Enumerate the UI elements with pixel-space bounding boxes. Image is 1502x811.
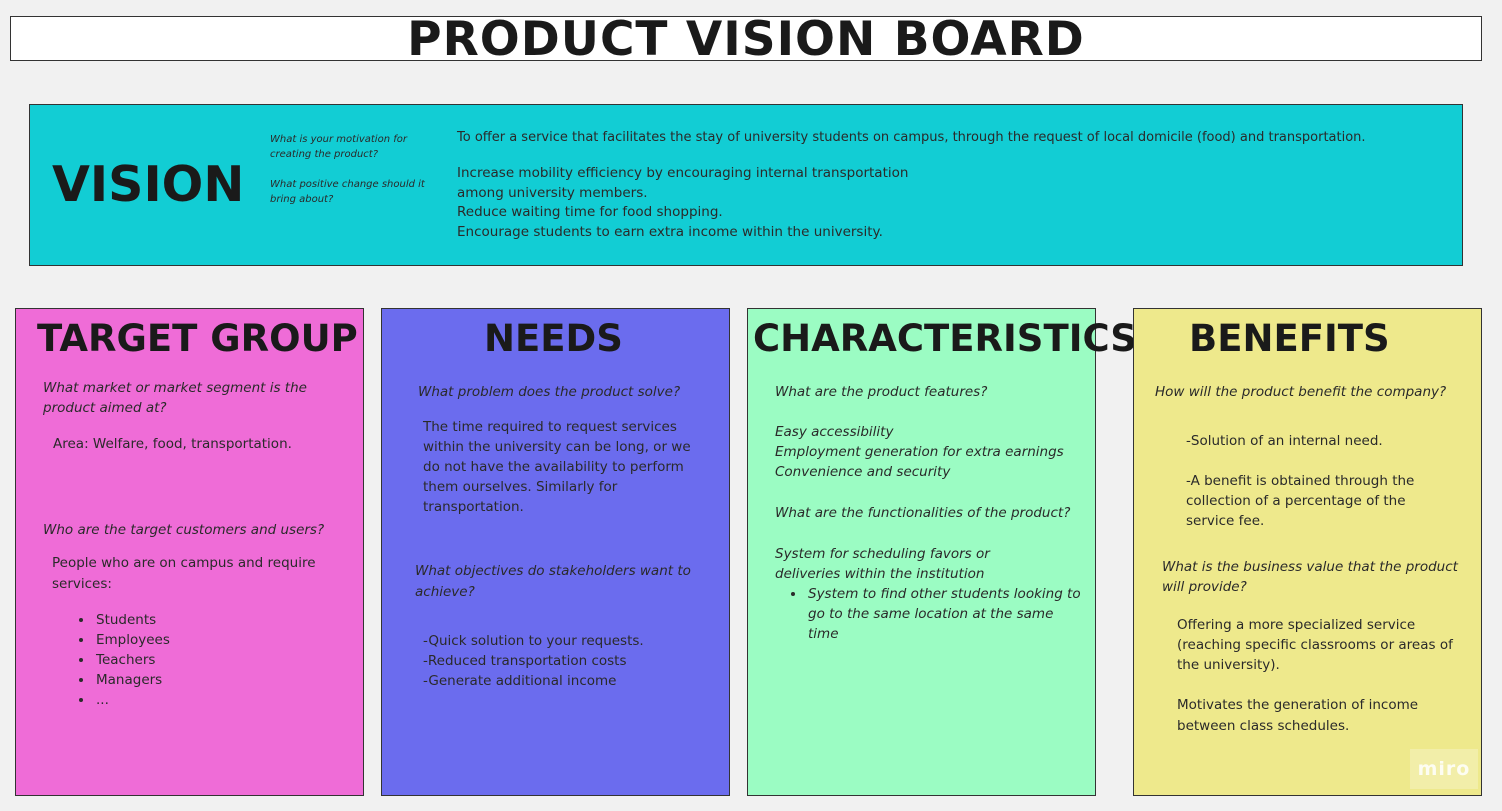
vision-goal: Increase mobility efficiency by encourag…	[457, 165, 909, 181]
list-item: Easy accessibility	[775, 424, 894, 440]
benefits-sticky[interactable]: BENEFITS How will the product benefit th…	[1133, 308, 1482, 796]
target-group-question-market: What market or market segment is the pro…	[43, 380, 307, 416]
benefits-value-specialized: Offering a more specialized service (rea…	[1177, 617, 1453, 673]
needs-answer-problem: The time required to request services wi…	[423, 419, 691, 515]
list-item: Employees	[94, 630, 170, 650]
miro-logo: miro	[1410, 749, 1478, 789]
vision-heading: VISION	[52, 156, 245, 213]
list-item: Students	[94, 610, 170, 630]
needs-heading: NEEDS	[484, 317, 623, 360]
list-item: Managers	[94, 670, 170, 690]
list-item: System to find other students looking to…	[806, 584, 1086, 644]
target-group-answer-market: Area: Welfare, food, transportation.	[53, 436, 292, 452]
characteristics-heading: CHARACTERISTICS	[753, 317, 1137, 360]
characteristics-sticky[interactable]: CHARACTERISTICS What are the product fea…	[747, 308, 1137, 796]
characteristics-question-features: What are the product features?	[775, 384, 988, 400]
list-item: -Reduced transportation costs	[423, 653, 627, 669]
vision-question-change: What positive change should it bring abo…	[270, 179, 425, 205]
vision-sticky[interactable]: VISION What is your motivation for creat…	[29, 104, 1463, 266]
target-users-list: Students Employees Teachers Managers ...	[74, 610, 170, 710]
target-group-question-customers: Who are the target customers and users?	[43, 522, 325, 538]
characteristics-sub-list: System to find other students looking to…	[786, 584, 1086, 644]
list-item: Teachers	[94, 650, 170, 670]
vision-statement: To offer a service that facilitates the …	[457, 130, 1366, 145]
needs-question-problem: What problem does the product solve?	[418, 384, 681, 400]
list-item: ...	[94, 690, 170, 710]
benefits-item-internal-need: -Solution of an internal need.	[1186, 433, 1383, 449]
benefits-item-service-fee: -A benefit is obtained through the colle…	[1186, 473, 1415, 529]
benefits-heading: BENEFITS	[1189, 317, 1390, 360]
needs-question-objectives: What objectives do stakeholders want to …	[415, 563, 691, 600]
board-title-frame[interactable]: PRODUCT VISION BOARD	[10, 12, 1482, 67]
list-item: -Generate additional income	[423, 673, 617, 689]
vision-goal: Encourage students to earn extra income …	[457, 223, 883, 240]
board-title: PRODUCT VISION BOARD	[407, 12, 1085, 67]
characteristics-question-functionalities: What are the functionalities of the prod…	[775, 505, 1071, 521]
list-item: Employment generation for extra earnings	[775, 444, 1064, 460]
benefits-question-value: What is the business value that the prod…	[1162, 559, 1458, 595]
characteristics-functionality: System for scheduling favors or deliveri…	[775, 546, 990, 582]
benefits-question-company: How will the product benefit the company…	[1155, 384, 1447, 400]
list-item: Convenience and security	[775, 464, 951, 480]
vision-goals-list: Increase mobility efficiency by encourag…	[457, 164, 908, 242]
list-item: -Quick solution to your requests.	[423, 633, 644, 649]
needs-sticky[interactable]: NEEDS What problem does the product solv…	[381, 308, 730, 796]
needs-objectives-list: -Quick solution to your requests. -Reduc…	[423, 631, 703, 691]
vision-goal: Reduce waiting time for food shopping.	[457, 204, 723, 220]
benefits-value-income: Motivates the generation of income betwe…	[1177, 697, 1419, 734]
target-group-heading: TARGET GROUP	[37, 317, 358, 360]
characteristics-features-list: Easy accessibility Employment generation…	[775, 422, 1080, 482]
vision-question-motivation: What is your motivation for creating the…	[270, 134, 407, 160]
vision-goal: among university members.	[457, 184, 648, 201]
target-group-answer-customers: People who are on campus and require ser…	[52, 555, 316, 592]
target-group-sticky[interactable]: TARGET GROUP What market or market segme…	[15, 308, 364, 796]
